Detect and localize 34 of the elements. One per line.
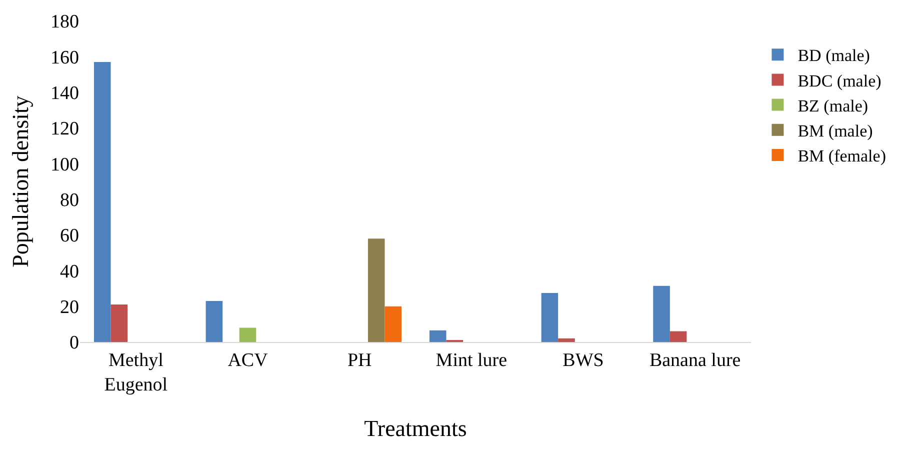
x-axis-title: Treatments — [364, 416, 467, 442]
y-tick-label: 100 — [50, 154, 79, 176]
legend-label: BDC (male) — [798, 71, 882, 90]
y-tick-label: 80 — [60, 190, 79, 211]
y-axis-title: Population density — [8, 95, 33, 268]
bar — [110, 304, 128, 342]
bar — [368, 238, 385, 342]
bar — [653, 286, 670, 342]
x-tick-label: Banana lure — [649, 350, 741, 371]
bar — [670, 331, 687, 342]
x-tick-label: ACV — [228, 350, 268, 371]
bar — [239, 328, 256, 342]
bar — [429, 330, 446, 342]
y-tick-label: 0 — [70, 332, 79, 354]
legend-label: BM (female) — [798, 146, 886, 166]
y-tick-label: 40 — [60, 261, 79, 282]
y-tick-label: 180 — [50, 12, 79, 33]
y-tick-label: 20 — [60, 296, 79, 318]
legend-label: BD (male) — [798, 46, 870, 66]
legend-label: BZ (male) — [798, 96, 868, 116]
bar — [94, 62, 111, 342]
x-tick-label: Methyl Eugenol — [104, 350, 168, 396]
y-tick-label: 160 — [50, 47, 79, 68]
x-tick-label: Mint lure — [436, 350, 508, 371]
legend-label: BM (male) — [798, 122, 873, 141]
y-tick-label: 60 — [60, 226, 79, 247]
x-tick-label: BWS — [562, 350, 604, 371]
bar — [384, 306, 402, 342]
x-tick-label: PH — [347, 350, 372, 371]
bar — [206, 300, 223, 342]
y-tick-label: 140 — [50, 82, 79, 104]
bar — [558, 338, 575, 342]
bar — [541, 292, 558, 342]
y-tick-label: 120 — [50, 118, 79, 140]
